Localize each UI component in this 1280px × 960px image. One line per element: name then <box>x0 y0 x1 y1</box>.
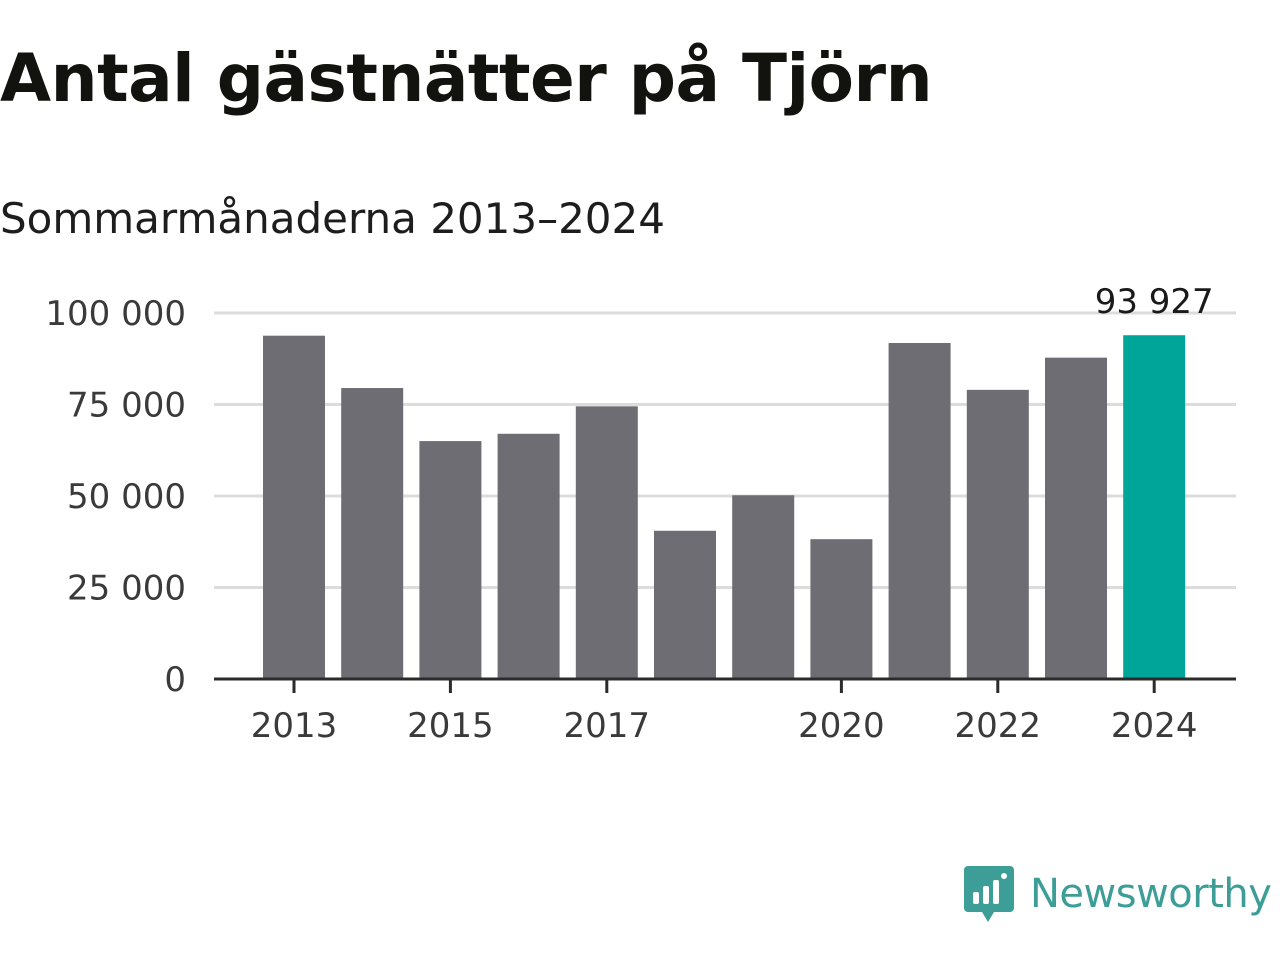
newsworthy-chart-icon <box>964 866 1014 922</box>
y-tick-label: 75 000 <box>67 386 186 426</box>
x-tick-label: 2017 <box>564 706 651 746</box>
x-tick-label: 2024 <box>1111 706 1198 746</box>
bar <box>654 530 716 679</box>
bar <box>1045 357 1107 679</box>
x-tick-label: 2022 <box>955 706 1042 746</box>
y-tick-label: 0 <box>164 660 186 700</box>
bar-highlight <box>1123 335 1186 679</box>
bar <box>497 433 560 679</box>
bar <box>341 388 404 679</box>
data-label: 93 927 <box>1095 282 1214 322</box>
bar <box>966 389 1029 679</box>
x-tick-label: 2020 <box>798 706 885 746</box>
chart-subtitle: Sommarmånaderna 2013–2024 <box>0 194 665 243</box>
bar <box>888 343 951 679</box>
brand-name: Newsworthy <box>1030 871 1272 917</box>
chart-title: Antal gästnätter på Tjörn <box>0 40 933 117</box>
bar <box>575 406 638 679</box>
x-tick-label: 2015 <box>407 706 494 746</box>
y-tick-label: 25 000 <box>67 569 186 609</box>
x-tick-label: 2013 <box>251 706 338 746</box>
bar <box>732 495 795 679</box>
y-tick-label: 50 000 <box>67 477 186 517</box>
bar <box>263 335 325 679</box>
bar <box>810 539 873 679</box>
newsworthy-logo: Newsworthy <box>964 864 1272 924</box>
y-tick-label: 100 000 <box>45 294 186 334</box>
bar <box>419 441 482 679</box>
